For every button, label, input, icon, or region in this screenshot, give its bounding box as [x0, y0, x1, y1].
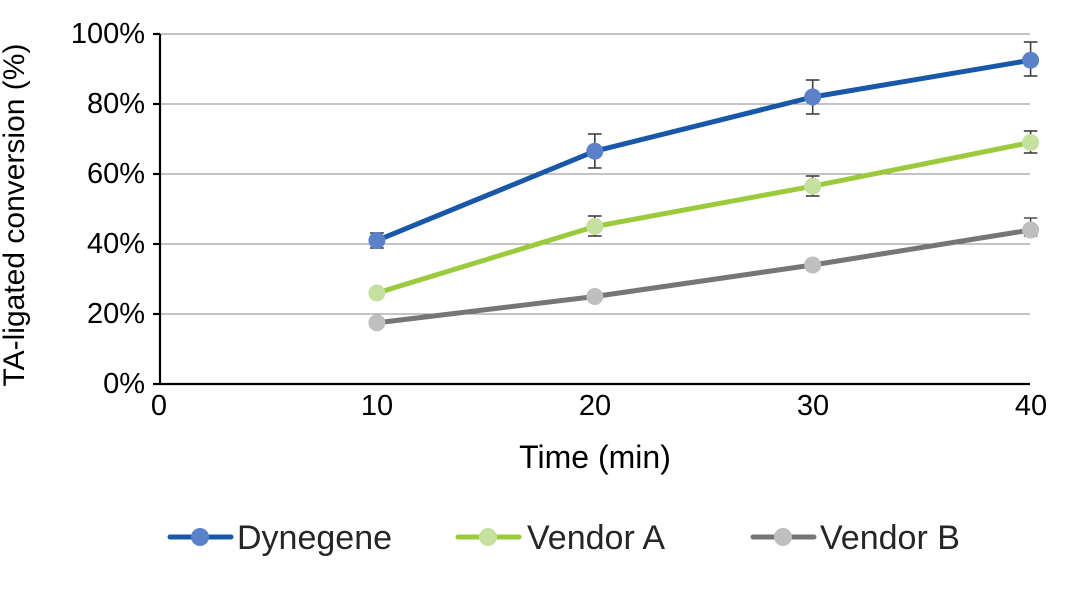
svg-text:30: 30 [797, 390, 829, 422]
svg-text:TA-ligated conversion (%): TA-ligated conversion (%) [0, 44, 31, 387]
svg-text:20: 20 [579, 390, 611, 422]
svg-text:60%: 60% [87, 158, 145, 190]
svg-text:100%: 100% [71, 18, 145, 50]
svg-text:Dynegene: Dynegene [237, 519, 392, 557]
svg-text:0%: 0% [103, 368, 145, 400]
svg-text:80%: 80% [87, 88, 145, 120]
svg-text:Time (min): Time (min) [519, 439, 671, 475]
svg-text:10: 10 [361, 390, 393, 422]
svg-text:40%: 40% [87, 228, 145, 260]
svg-text:Vendor B: Vendor B [820, 519, 960, 557]
svg-text:40: 40 [1015, 390, 1047, 422]
svg-text:Vendor A: Vendor A [527, 519, 665, 557]
svg-text:20%: 20% [87, 298, 145, 330]
svg-text:0: 0 [151, 390, 167, 422]
